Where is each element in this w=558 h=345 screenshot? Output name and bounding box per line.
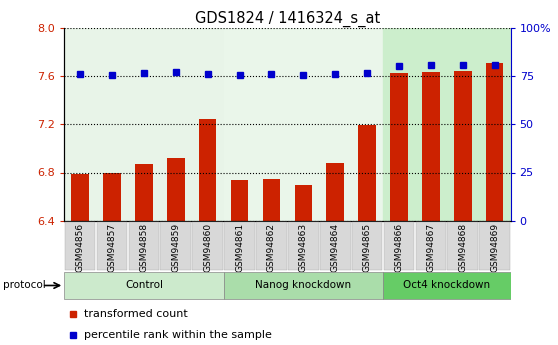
Text: GSM94863: GSM94863 [299, 223, 308, 273]
Text: GSM94861: GSM94861 [235, 223, 244, 273]
Bar [64, 28, 224, 221]
FancyBboxPatch shape [383, 272, 511, 299]
FancyBboxPatch shape [97, 222, 127, 270]
FancyBboxPatch shape [161, 222, 191, 270]
Text: GSM94869: GSM94869 [490, 223, 499, 273]
Bar [390, 73, 408, 221]
Text: GSM94866: GSM94866 [395, 223, 403, 273]
Bar [135, 164, 153, 221]
FancyBboxPatch shape [320, 222, 350, 270]
Text: Control: Control [125, 280, 163, 290]
Bar [326, 163, 344, 221]
Text: GSM94862: GSM94862 [267, 223, 276, 272]
FancyBboxPatch shape [64, 272, 224, 299]
Text: GSM94856: GSM94856 [76, 223, 85, 273]
Text: GSM94858: GSM94858 [140, 223, 148, 273]
FancyBboxPatch shape [256, 222, 287, 270]
Bar [167, 158, 185, 221]
FancyBboxPatch shape [65, 222, 95, 270]
Text: GSM94857: GSM94857 [108, 223, 117, 273]
FancyBboxPatch shape [193, 222, 223, 270]
Bar [486, 62, 503, 221]
FancyBboxPatch shape [128, 222, 159, 270]
Text: GSM94860: GSM94860 [203, 223, 212, 273]
Text: GSM94868: GSM94868 [458, 223, 467, 273]
Bar [383, 28, 511, 221]
Text: GSM94859: GSM94859 [171, 223, 180, 273]
Bar [454, 71, 472, 221]
FancyBboxPatch shape [352, 222, 382, 270]
Text: GDS1824 / 1416324_s_at: GDS1824 / 1416324_s_at [195, 10, 380, 27]
Text: Nanog knockdown: Nanog knockdown [255, 280, 352, 290]
FancyBboxPatch shape [384, 222, 414, 270]
Bar [199, 119, 217, 221]
Bar [71, 174, 89, 221]
Bar [295, 185, 312, 221]
Bar [358, 125, 376, 221]
Bar [263, 178, 280, 221]
Text: transformed count: transformed count [84, 309, 188, 319]
Text: GSM94867: GSM94867 [426, 223, 435, 273]
FancyBboxPatch shape [224, 272, 383, 299]
FancyBboxPatch shape [479, 222, 510, 270]
FancyBboxPatch shape [448, 222, 478, 270]
Text: protocol: protocol [3, 280, 46, 290]
FancyBboxPatch shape [224, 222, 255, 270]
Bar [224, 28, 383, 221]
FancyBboxPatch shape [416, 222, 446, 270]
Bar [231, 180, 248, 221]
Text: GSM94865: GSM94865 [363, 223, 372, 273]
FancyBboxPatch shape [288, 222, 319, 270]
Bar [103, 172, 121, 221]
Bar [422, 72, 440, 221]
Text: GSM94864: GSM94864 [331, 223, 340, 272]
Text: Oct4 knockdown: Oct4 knockdown [403, 280, 490, 290]
Text: percentile rank within the sample: percentile rank within the sample [84, 330, 272, 339]
